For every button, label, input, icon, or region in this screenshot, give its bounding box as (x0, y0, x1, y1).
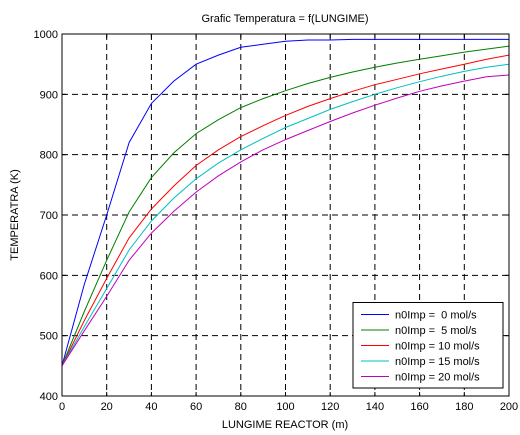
legend-label: n0Imp = 5 mol/s (395, 325, 477, 337)
x-tick-label: 40 (145, 401, 157, 413)
grid (62, 34, 509, 396)
legend-label: n0Imp = 0 mol/s (395, 310, 477, 322)
series-line-5 (61, 74, 510, 367)
series-lines (61, 38, 510, 367)
x-axis-label: LUNGIME REACTOR (m) (222, 419, 348, 431)
x-tick-label: 80 (235, 401, 247, 413)
series-line-2 (61, 45, 510, 366)
y-tick-label: 600 (40, 270, 58, 282)
x-tick-label: 60 (190, 401, 202, 413)
y-tick-label: 900 (40, 89, 58, 101)
series-line-1 (61, 38, 509, 366)
series-line-4 (61, 63, 510, 367)
x-tick-label: 140 (366, 401, 384, 413)
y-tick-label: 1000 (34, 29, 58, 41)
x-tick-label: 100 (276, 401, 294, 413)
x-tick-label: 120 (321, 401, 339, 413)
legend-label: n0Imp = 15 mol/s (395, 356, 480, 368)
x-tick-label: 160 (410, 401, 428, 413)
axis-ticks: 0 20 40 60 80 100 120 140 160 180 200 400 500 600 700 8… (34, 29, 519, 413)
legend-label: n0Imp = 10 mol/s (395, 341, 480, 353)
legend: n0Imp = 0 mol/s n0Imp = 5 mol/s n0Imp = 10… (352, 302, 504, 389)
y-axis-label: TEMPERATRA (K) (9, 169, 21, 260)
x-tick-label: 0 (59, 401, 65, 413)
x-tick-label: 180 (455, 401, 473, 413)
x-tick-label: 200 (500, 401, 518, 413)
y-tick-label: 700 (40, 210, 58, 222)
y-tick-label: 400 (40, 391, 58, 403)
series-line-3 (61, 54, 510, 367)
legend-label: n0Imp = 20 mol/s (395, 372, 480, 384)
y-tick-label: 500 (40, 331, 58, 343)
y-tick-label: 800 (40, 150, 58, 162)
x-tick-label: 20 (101, 401, 113, 413)
chart-title: Grafic Temperatura = f(LUNGIME) (202, 13, 369, 25)
